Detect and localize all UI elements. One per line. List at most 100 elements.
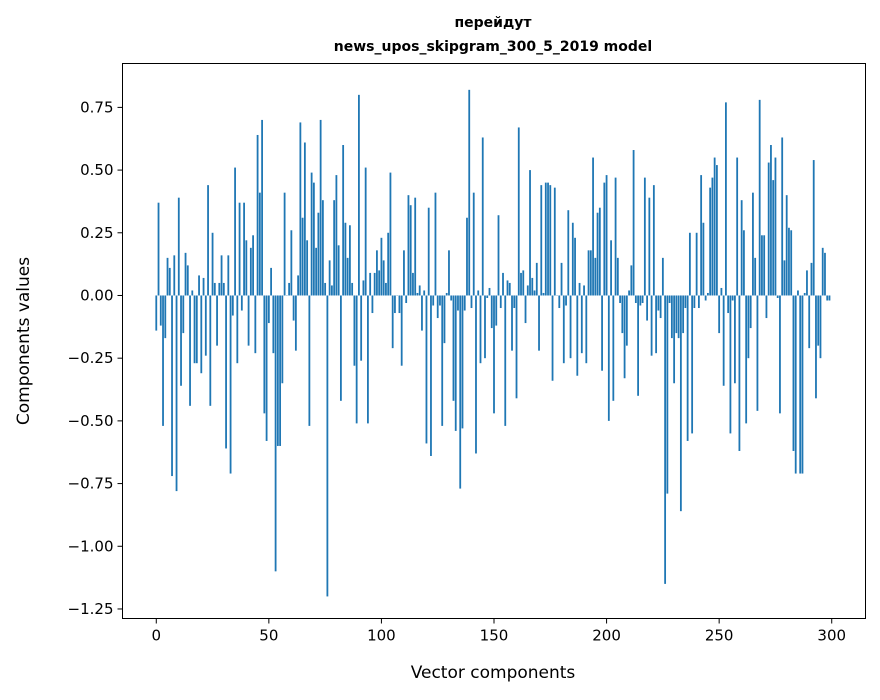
bar-60 [290, 230, 292, 295]
x-tick-label: 50 [259, 627, 278, 645]
bar-92 [363, 280, 365, 295]
bar-70 [313, 183, 315, 296]
bar-299 [829, 295, 831, 300]
bar-111 [405, 295, 407, 303]
bar-6 [169, 268, 171, 296]
bar-245 [707, 293, 709, 296]
bar-15 [189, 295, 191, 405]
bar-32 [227, 255, 229, 295]
bar-251 [721, 288, 723, 296]
bar-80 [335, 175, 337, 295]
bar-207 [621, 295, 623, 333]
bar-13 [185, 253, 187, 296]
bar-93 [365, 168, 367, 296]
bar-38 [241, 295, 243, 310]
bar-222 [655, 295, 657, 353]
bars-group [155, 90, 830, 597]
y-tick-label: 0.25 [80, 224, 113, 242]
bar-212 [633, 150, 635, 295]
bar-273 [770, 145, 772, 295]
bar-288 [804, 293, 806, 296]
bar-127 [441, 295, 443, 425]
bar-12 [182, 295, 184, 333]
bar-35 [234, 168, 236, 296]
bar-240 [696, 233, 698, 296]
bar-96 [372, 295, 374, 313]
bar-221 [653, 185, 655, 295]
bar-48 [263, 295, 265, 413]
bar-88 [354, 295, 356, 365]
bar-8 [173, 255, 175, 295]
bar-215 [639, 295, 641, 305]
bar-188 [579, 283, 581, 296]
bar-101 [383, 260, 385, 295]
bar-4 [164, 295, 166, 338]
bar-239 [693, 295, 695, 308]
bar-63 [297, 275, 299, 295]
bar-177 [554, 188, 556, 296]
bar-89 [356, 295, 358, 423]
bar-72 [317, 213, 319, 296]
bar-286 [799, 295, 801, 473]
bar-182 [565, 295, 567, 305]
bar-217 [644, 178, 646, 296]
bar-75 [324, 283, 326, 296]
bar-47 [261, 120, 263, 296]
bar-172 [543, 293, 545, 296]
bar-237 [689, 233, 691, 296]
bar-236 [687, 295, 689, 440]
bar-36 [236, 295, 238, 363]
bar-252 [723, 295, 725, 385]
bar-289 [806, 270, 808, 295]
bar-203 [612, 295, 614, 400]
bar-152 [498, 215, 500, 295]
bar-280 [786, 195, 788, 295]
bar-24 [209, 295, 211, 405]
bar-271 [766, 295, 768, 318]
bar-108 [399, 295, 401, 313]
bar-140 [471, 295, 473, 308]
bar-291 [811, 263, 813, 296]
bar-46 [259, 193, 261, 296]
bar-37 [239, 203, 241, 296]
bar-98 [376, 250, 378, 295]
bar-171 [540, 185, 542, 295]
bar-29 [221, 255, 223, 295]
bar-199 [603, 183, 605, 296]
bar-30 [223, 283, 225, 296]
bar-143 [477, 290, 479, 295]
bar-74 [322, 200, 324, 295]
y-tick-label: 0.50 [80, 161, 113, 179]
bar-211 [630, 265, 632, 295]
bar-57 [284, 193, 286, 296]
chart-title: перейдут [454, 15, 532, 31]
bar-78 [331, 285, 333, 295]
bar-214 [637, 295, 639, 395]
bar-95 [369, 273, 371, 296]
bar-167 [531, 278, 533, 296]
bar-106 [394, 295, 396, 313]
bar-238 [691, 295, 693, 433]
bar-54 [277, 295, 279, 445]
bar-233 [680, 295, 682, 511]
bar-231 [675, 295, 677, 333]
bar-261 [743, 230, 745, 295]
bar-154 [502, 273, 504, 296]
bar-130 [448, 250, 450, 295]
bar-285 [797, 290, 799, 295]
bar-194 [592, 158, 594, 296]
bar-43 [252, 235, 254, 295]
bar-224 [660, 295, 662, 318]
bar-257 [734, 295, 736, 383]
bar-64 [299, 122, 301, 295]
bar-296 [822, 248, 824, 296]
bar-218 [646, 295, 648, 320]
bar-138 [466, 218, 468, 296]
bar-157 [509, 283, 511, 296]
bar-84 [344, 223, 346, 296]
bar-114 [412, 273, 414, 296]
y-axis: 0.750.500.250.00−0.25−0.50−0.75−1.00−1.2… [68, 98, 123, 618]
bar-142 [475, 295, 477, 453]
bar-258 [736, 158, 738, 296]
